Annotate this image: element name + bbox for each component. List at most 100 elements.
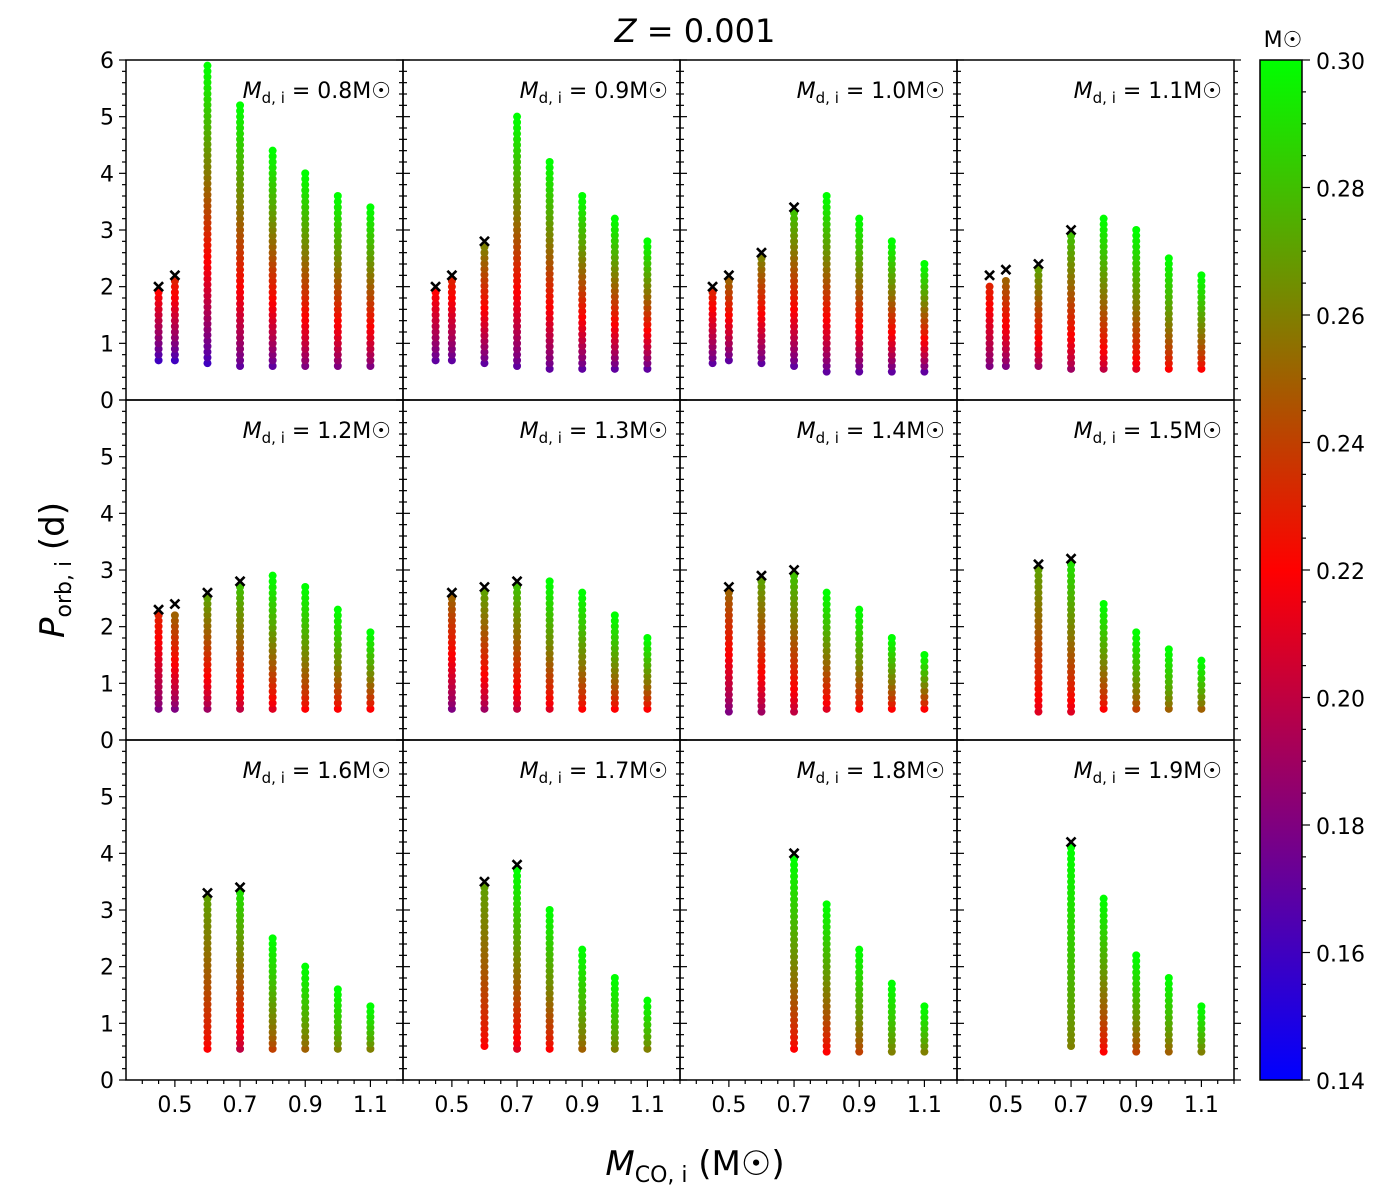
data-point <box>480 270 489 279</box>
data-point <box>236 265 245 274</box>
data-point <box>154 316 163 325</box>
data-point <box>203 331 212 340</box>
cross-stroke <box>723 269 735 281</box>
data-point <box>1164 348 1173 357</box>
data-point <box>301 693 310 702</box>
data-point <box>431 299 440 308</box>
data-point <box>333 646 342 655</box>
data-point <box>1132 698 1141 707</box>
cross-marker <box>153 604 165 616</box>
data-point <box>643 259 652 268</box>
data-point <box>1164 304 1173 313</box>
data-point <box>447 677 456 686</box>
cross-stroke <box>756 570 767 582</box>
data-point <box>855 658 864 667</box>
data-point <box>757 342 766 351</box>
cross-stroke <box>511 575 523 587</box>
data-point <box>268 571 277 580</box>
data-point <box>985 350 994 359</box>
data-point <box>545 911 554 920</box>
data-point <box>790 1004 799 1013</box>
data-point <box>154 633 163 642</box>
data-point <box>333 623 342 632</box>
data-point <box>790 271 799 280</box>
data-point <box>545 933 554 942</box>
data-point <box>822 934 831 943</box>
data-point <box>268 271 277 280</box>
data-point <box>513 1016 522 1025</box>
data-point <box>1132 669 1141 678</box>
data-point <box>203 682 212 691</box>
data-point <box>154 638 163 647</box>
data-point <box>822 951 831 960</box>
data-point <box>610 622 619 631</box>
data-point <box>1099 1042 1108 1050</box>
data-point <box>610 704 619 713</box>
data-point <box>366 231 375 240</box>
data-point <box>203 699 212 708</box>
data-point <box>790 958 799 967</box>
data-point <box>203 151 212 160</box>
data-point <box>513 226 522 234</box>
data-point <box>1164 276 1173 285</box>
panel-label: Md, i = 1.9M☉ <box>1074 759 1222 787</box>
cross-marker <box>234 881 246 893</box>
y-tick-label: 4 <box>100 842 114 867</box>
data-point <box>301 671 310 680</box>
data-point <box>236 916 245 925</box>
data-point <box>724 311 733 319</box>
data-point <box>301 632 310 641</box>
data-point <box>578 974 587 983</box>
data-point <box>480 951 489 960</box>
data-point <box>920 1025 929 1033</box>
data-point <box>855 634 864 643</box>
data-point <box>545 677 554 686</box>
data-point <box>1132 1008 1141 1016</box>
colorbar-tick-label: 0.24 <box>1316 433 1365 458</box>
data-point <box>203 978 212 987</box>
data-point <box>822 957 831 965</box>
data-point <box>1099 1013 1108 1022</box>
data-point <box>513 316 522 325</box>
data-point <box>790 685 799 693</box>
data-point <box>643 281 652 290</box>
data-point <box>822 1019 831 1028</box>
data-point <box>203 950 212 959</box>
panel-frame <box>125 399 404 741</box>
data-point <box>480 276 489 285</box>
data-point <box>724 333 733 342</box>
data-point <box>1132 974 1141 982</box>
panel-label: Md, i = 1.1M☉ <box>1074 79 1222 107</box>
data-point <box>578 652 587 661</box>
data-point <box>610 325 619 334</box>
data-point <box>268 945 277 954</box>
data-point <box>268 209 277 217</box>
data-point <box>545 693 554 702</box>
data-point <box>301 186 310 195</box>
data-point <box>545 605 554 614</box>
data-point <box>154 333 163 342</box>
data-point <box>545 286 554 295</box>
data-point <box>203 1033 212 1042</box>
data-point <box>301 660 310 669</box>
data-point <box>822 917 831 926</box>
data-point <box>887 1025 896 1033</box>
data-point <box>1132 628 1141 637</box>
data-point <box>513 627 522 636</box>
data-point <box>236 192 245 200</box>
colorbar-tick-label: 0.20 <box>1316 688 1365 713</box>
data-point <box>1197 276 1206 285</box>
data-point <box>855 951 864 960</box>
data-point <box>578 998 587 1007</box>
data-point <box>513 944 522 953</box>
data-point <box>1132 1019 1141 1028</box>
data-point <box>268 967 277 976</box>
data-point <box>480 298 489 307</box>
data-point <box>513 203 522 212</box>
data-point <box>513 899 522 908</box>
data-point <box>333 985 342 994</box>
data-point <box>757 588 766 597</box>
data-point <box>203 616 212 625</box>
data-point <box>1067 583 1076 591</box>
data-point <box>578 312 587 321</box>
